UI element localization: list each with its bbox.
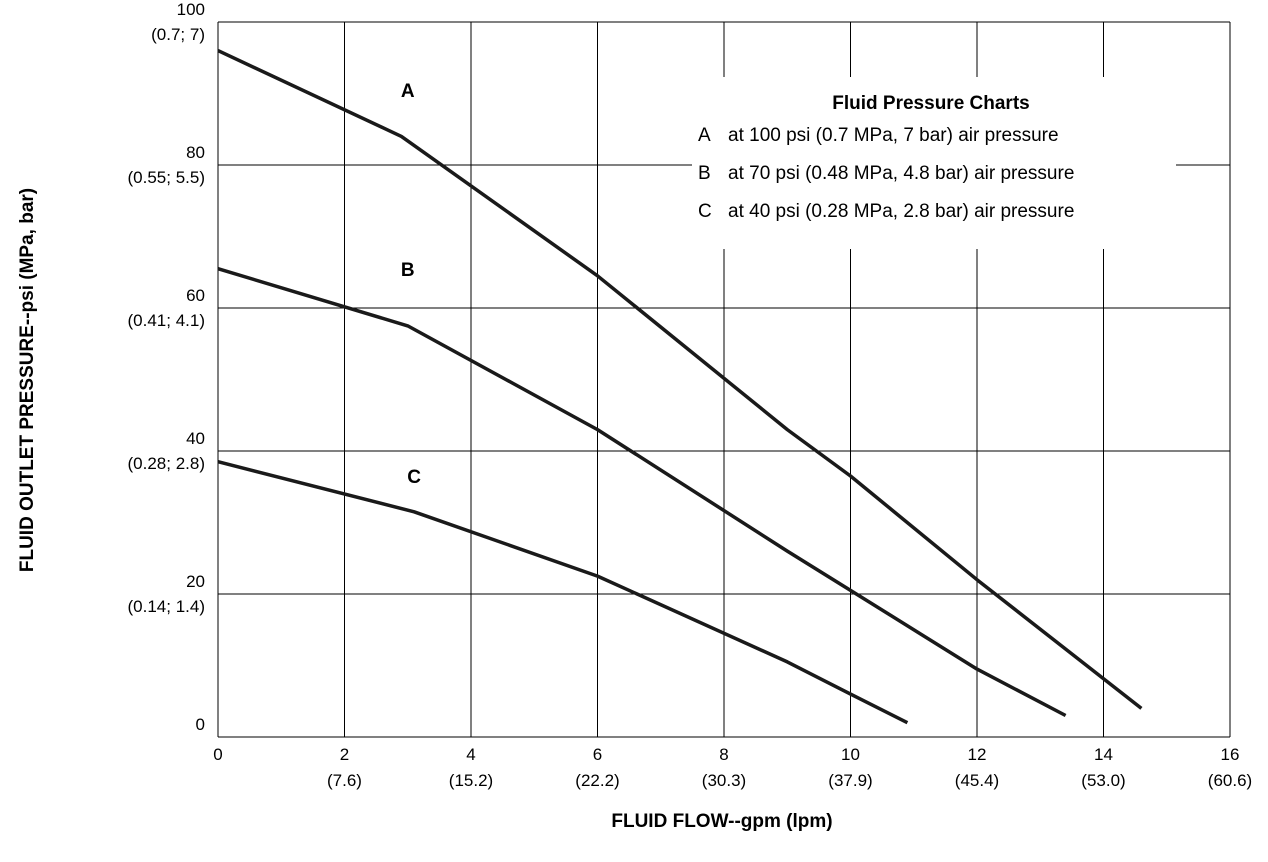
x-tick-sublabel: (15.2) xyxy=(449,771,493,790)
curve-label-a: A xyxy=(401,81,415,102)
x-tick-sublabel: (37.9) xyxy=(828,771,872,790)
x-tick-label: 10 xyxy=(841,745,860,764)
legend-item-key: C xyxy=(698,201,712,222)
x-tick-sublabel: (7.6) xyxy=(327,771,362,790)
x-tick-label: 2 xyxy=(340,745,349,764)
y-tick-label: 40 xyxy=(186,429,205,448)
legend-item-c: C at 40 psi (0.28 MPa, 2.8 bar) air pres… xyxy=(698,201,1074,222)
legend-item-a: A at 100 psi (0.7 MPa, 7 bar) air pressu… xyxy=(698,125,1059,146)
legend: Fluid Pressure Charts A at 100 psi (0.7 … xyxy=(698,93,1074,222)
legend-item-text: at 40 psi (0.28 MPa, 2.8 bar) air pressu… xyxy=(728,201,1074,222)
y-tick-sublabel: (0.14; 1.4) xyxy=(128,597,206,616)
x-tick-sublabel: (60.6) xyxy=(1208,771,1252,790)
y-tick-label: 0 xyxy=(196,715,205,734)
curve-label-c: C xyxy=(407,467,421,488)
y-tick-label: 80 xyxy=(186,143,205,162)
y-axis-title: FLUID OUTLET PRESSURE--psi (MPa, bar) xyxy=(17,188,38,572)
x-tick-sublabel: (45.4) xyxy=(955,771,999,790)
y-tick-sublabel: (0.7; 7) xyxy=(151,25,205,44)
legend-item-b: B at 70 psi (0.48 MPa, 4.8 bar) air pres… xyxy=(698,163,1074,184)
curve-label-b: B xyxy=(401,260,415,281)
x-tick-label: 0 xyxy=(213,745,222,764)
x-tick-label: 4 xyxy=(466,745,475,764)
legend-background xyxy=(692,77,1176,249)
x-tick-label: 8 xyxy=(719,745,728,764)
y-tick-sublabel: (0.28; 2.8) xyxy=(128,454,206,473)
y-tick-label: 20 xyxy=(186,572,205,591)
x-tick-sublabel: (30.3) xyxy=(702,771,746,790)
legend-item-key: A xyxy=(698,125,711,146)
series-line-c xyxy=(217,460,909,725)
axis-ticks: 0 2 (7.6) 4 (15.2) 6 (22.2) 8 (30.3) 10 (37.9) 12 (4… xyxy=(128,0,1253,790)
x-tick-label: 14 xyxy=(1094,745,1113,764)
legend-item-text: at 70 psi (0.48 MPa, 4.8 bar) air pressu… xyxy=(728,163,1074,184)
legend-item-text: at 100 psi (0.7 MPa, 7 bar) air pressure xyxy=(728,125,1059,146)
x-tick-label: 6 xyxy=(593,745,602,764)
x-tick-sublabel: (53.0) xyxy=(1081,771,1125,790)
x-tick-sublabel: (22.2) xyxy=(575,771,619,790)
x-tick-label: 12 xyxy=(968,745,987,764)
y-tick-label: 60 xyxy=(186,286,205,305)
x-axis-title: FLUID FLOW--gpm (lpm) xyxy=(611,811,832,832)
legend-item-key: B xyxy=(698,163,711,184)
x-tick-label: 16 xyxy=(1221,745,1240,764)
series-line-a xyxy=(217,49,1143,710)
y-tick-sublabel: (0.55; 5.5) xyxy=(128,168,206,187)
y-tick-sublabel: (0.41; 4.1) xyxy=(128,311,206,330)
series-line-b xyxy=(217,267,1067,718)
curve-labels: A B C xyxy=(401,81,421,488)
y-tick-label: 100 xyxy=(177,0,205,19)
legend-title: Fluid Pressure Charts xyxy=(832,93,1029,114)
series-lines xyxy=(217,49,1143,725)
